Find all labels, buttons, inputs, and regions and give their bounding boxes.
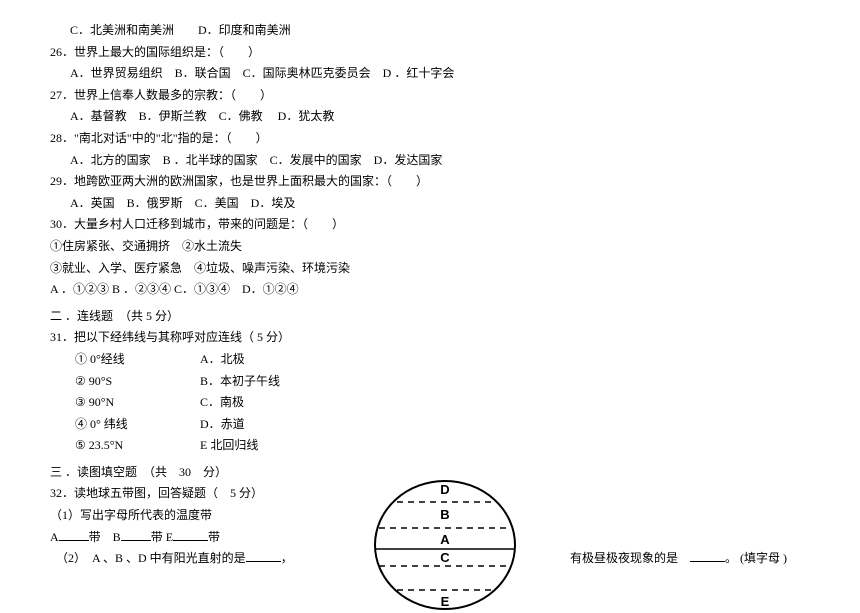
svg-text:C: C: [440, 550, 450, 565]
q32-sub1: （1）写出字母所代表的温度带: [50, 505, 330, 527]
match-row: ③ 90°N C．南极: [50, 392, 810, 414]
match-left: ③ 90°N: [50, 392, 140, 414]
svg-text:B: B: [440, 507, 449, 522]
match-left: ④ 0° 纬线: [50, 414, 140, 436]
match-left: ② 90°S: [50, 371, 140, 393]
blank: [690, 548, 725, 562]
match-right: B．本初子午线: [140, 371, 280, 393]
match-row: ⑤ 23.5°N E 北回归线: [50, 435, 810, 457]
text: ，: [281, 551, 293, 565]
q32-text-block: 32．读地球五带图，回答疑题（ 5 分） （1）写出字母所代表的温度带 A 带 B…: [50, 483, 330, 569]
text: （2） A 、B 、D 中有阳光直射的是: [50, 551, 246, 565]
text: 有极昼极夜现象的是: [570, 551, 690, 565]
q32-sub3: （2） A 、B 、D 中有阳光直射的是 ，: [50, 548, 330, 570]
q28-stem: 28．"南北对话"中的"北"指的是：（ ）: [50, 128, 810, 150]
match-left: ① 0°经线: [50, 349, 140, 371]
q32-container: 32．读地球五带图，回答疑题（ 5 分） （1）写出字母所代表的温度带 A 带 B…: [50, 483, 810, 569]
q30-opts: A ．①②③ B ．②③④ C．①③④ D．①②④: [50, 279, 810, 301]
q29-stem: 29．地跨欧亚两大洲的欧洲国家，也是世界上面积最大的国家：（ ）: [50, 171, 810, 193]
q30-stem: 30．大量乡村人口迁移到城市，带来的问题是：（ ）: [50, 214, 810, 236]
q27-opts: A．基督教 B．伊斯兰教 C．佛教 D．犹太教: [50, 106, 810, 128]
prev-options: C．北美洲和南美洲 D．印度和南美洲: [50, 20, 810, 42]
blank: [121, 527, 151, 541]
q31-stem: 31．把以下经纬线与其称呼对应连线（ 5 分）: [50, 327, 810, 349]
match-row: ④ 0° 纬线 D．赤道: [50, 414, 810, 436]
text: 带 B: [89, 530, 121, 544]
blank: [246, 548, 281, 562]
match-left: ⑤ 23.5°N: [50, 435, 140, 457]
q30-l1: ①住房紧张、交通拥挤 ②水土流失: [50, 236, 810, 258]
text: 带: [208, 530, 220, 544]
q32-sub2: A带 B带 E带: [50, 527, 330, 549]
q32-stem: 32．读地球五带图，回答疑题（ 5 分）: [50, 483, 330, 505]
svg-text:A: A: [440, 532, 450, 547]
match-right: A．北极: [140, 349, 245, 371]
match-right: D．赤道: [140, 414, 245, 436]
svg-text:E: E: [441, 594, 450, 609]
section-2-header: 二 ．连线题 （共 5 分）: [50, 306, 810, 328]
svg-text:D: D: [440, 482, 449, 497]
q27-stem: 27．世界上信奉人数最多的宗教：（ ）: [50, 85, 810, 107]
match-right: C．南极: [140, 392, 244, 414]
q26-opts: A．世界贸易组织 B．联合国 C．国际奥林匹克委员会 D ．红十字会: [50, 63, 810, 85]
q32-sub3-cont: 有极昼极夜现象的是 。 (填字母 ): [570, 548, 787, 570]
q28-opts: A．北方的国家 B ．北半球的国家 C．发展中的国家 D．发达国家: [50, 150, 810, 172]
text: 带 E: [151, 530, 173, 544]
text: 。 (填字母 ): [725, 551, 787, 565]
match-row: ② 90°S B．本初子午线: [50, 371, 810, 393]
match-right: E 北回归线: [140, 435, 258, 457]
text: A: [50, 530, 59, 544]
blank: [173, 527, 208, 541]
match-row: ① 0°经线 A．北极: [50, 349, 810, 371]
q26-stem: 26．世界上最大的国际组织是：（ ）: [50, 42, 810, 64]
q30-l2: ③就业、入学、医疗紧急 ④垃圾、噪声污染、环境污染: [50, 258, 810, 280]
q29-opts: A．英国 B．俄罗斯 C．美国 D．埃及: [50, 193, 810, 215]
blank: [59, 527, 89, 541]
five-zones-diagram: D B A C E: [340, 478, 550, 613]
